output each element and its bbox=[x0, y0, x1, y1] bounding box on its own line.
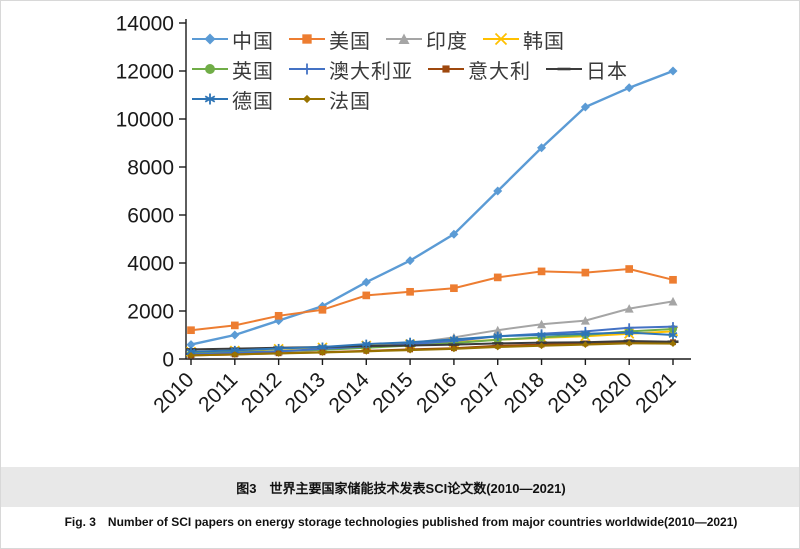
x-axis-tick-label: 2012 bbox=[237, 368, 286, 417]
dash-marker-icon bbox=[546, 67, 582, 71]
y-axis-tick-label: 0 bbox=[162, 348, 174, 371]
legend-item-9: 法国 bbox=[288, 85, 371, 113]
legend-label: 印度 bbox=[426, 30, 468, 53]
legend-row-0: 中国 美国 印度 韩国 bbox=[191, 25, 691, 53]
legend-label: 澳大利亚 bbox=[329, 60, 413, 83]
legend-item-3: 韩国 bbox=[482, 25, 565, 53]
x-axis-tick-label: 2017 bbox=[456, 368, 505, 417]
legend-label: 韩国 bbox=[523, 30, 565, 53]
legend-item-0: 中国 bbox=[191, 25, 274, 53]
legend-item-8: 德国 bbox=[191, 85, 274, 113]
legend-label: 法国 bbox=[329, 90, 371, 113]
series-8 bbox=[186, 328, 678, 357]
x-axis-tick-label: 2020 bbox=[587, 368, 636, 417]
circle-marker-icon bbox=[192, 64, 228, 74]
y-axis-tick-label: 2000 bbox=[127, 300, 174, 323]
x-axis-tick-label: 2019 bbox=[544, 368, 593, 417]
x-axis-tick-label: 2016 bbox=[412, 368, 461, 417]
legend-item-2: 印度 bbox=[385, 25, 468, 53]
caption-band: 图3 世界主要国家储能技术发表SCI论文数(2010—2021) bbox=[1, 467, 799, 507]
x-axis-tick-label: 2014 bbox=[325, 368, 375, 418]
plus-marker-icon bbox=[289, 63, 325, 75]
smalldiamond-marker-icon bbox=[289, 94, 325, 104]
x-axis-tick-label: 2018 bbox=[500, 368, 549, 417]
legend-label: 美国 bbox=[329, 30, 371, 53]
y-axis-tick-label: 4000 bbox=[127, 252, 174, 275]
triangle-marker-icon bbox=[386, 33, 422, 44]
legend-item-7: 日本 bbox=[545, 55, 628, 83]
legend-label: 德国 bbox=[232, 90, 274, 113]
legend-label: 日本 bbox=[586, 60, 628, 83]
legend-item-4: 英国 bbox=[191, 55, 274, 83]
square-marker-icon bbox=[289, 34, 325, 44]
legend-row-2: 德国 法国 bbox=[191, 85, 691, 113]
series-9 bbox=[187, 340, 677, 359]
legend-label: 中国 bbox=[232, 30, 274, 53]
y-axis-tick-label: 8000 bbox=[127, 156, 174, 179]
diamond-marker-icon bbox=[192, 33, 228, 45]
y-axis-tick-label: 6000 bbox=[127, 204, 174, 227]
y-axis-tick-label: 10000 bbox=[116, 108, 174, 131]
legend-item-6: 意大利 bbox=[427, 55, 531, 83]
caption-english: Fig. 3 Number of SCI papers on energy st… bbox=[64, 515, 738, 529]
y-axis-tick-label: 12000 bbox=[116, 60, 174, 83]
asterisk-marker-icon bbox=[192, 93, 228, 105]
smallsquare-marker-icon bbox=[428, 65, 464, 73]
x-axis-tick-label: 2015 bbox=[368, 368, 417, 417]
x-axis-tick-label: 2013 bbox=[281, 368, 330, 417]
chart-legend: 中国 美国 印度 韩国英国 澳大利亚 意大利 日本德国 法国 bbox=[191, 25, 691, 113]
legend-label: 英国 bbox=[232, 60, 274, 83]
x-axis-tick-label: 2010 bbox=[149, 368, 198, 417]
chart-canvas: 0 2000 4000 6000 8000 10000 12000 14000 20102011… bbox=[116, 12, 691, 418]
legend-label: 意大利 bbox=[468, 60, 531, 83]
caption-chinese: 图3 世界主要国家储能技术发表SCI论文数(2010—2021) bbox=[236, 480, 566, 496]
legend-item-1: 美国 bbox=[288, 25, 371, 53]
line-chart: 0 2000 4000 6000 8000 10000 12000 14000 2010 2011… bbox=[1, 1, 799, 461]
x-marker-icon bbox=[483, 32, 519, 46]
legend-item-5: 澳大利亚 bbox=[288, 55, 413, 83]
x-axis-tick-label: 2021 bbox=[631, 368, 680, 417]
legend-row-1: 英国 澳大利亚 意大利 日本 bbox=[191, 55, 691, 83]
x-axis-tick-label: 2011 bbox=[194, 368, 242, 416]
y-axis-tick-label: 14000 bbox=[116, 12, 174, 35]
series-1 bbox=[187, 265, 677, 335]
series-0 bbox=[186, 66, 678, 350]
